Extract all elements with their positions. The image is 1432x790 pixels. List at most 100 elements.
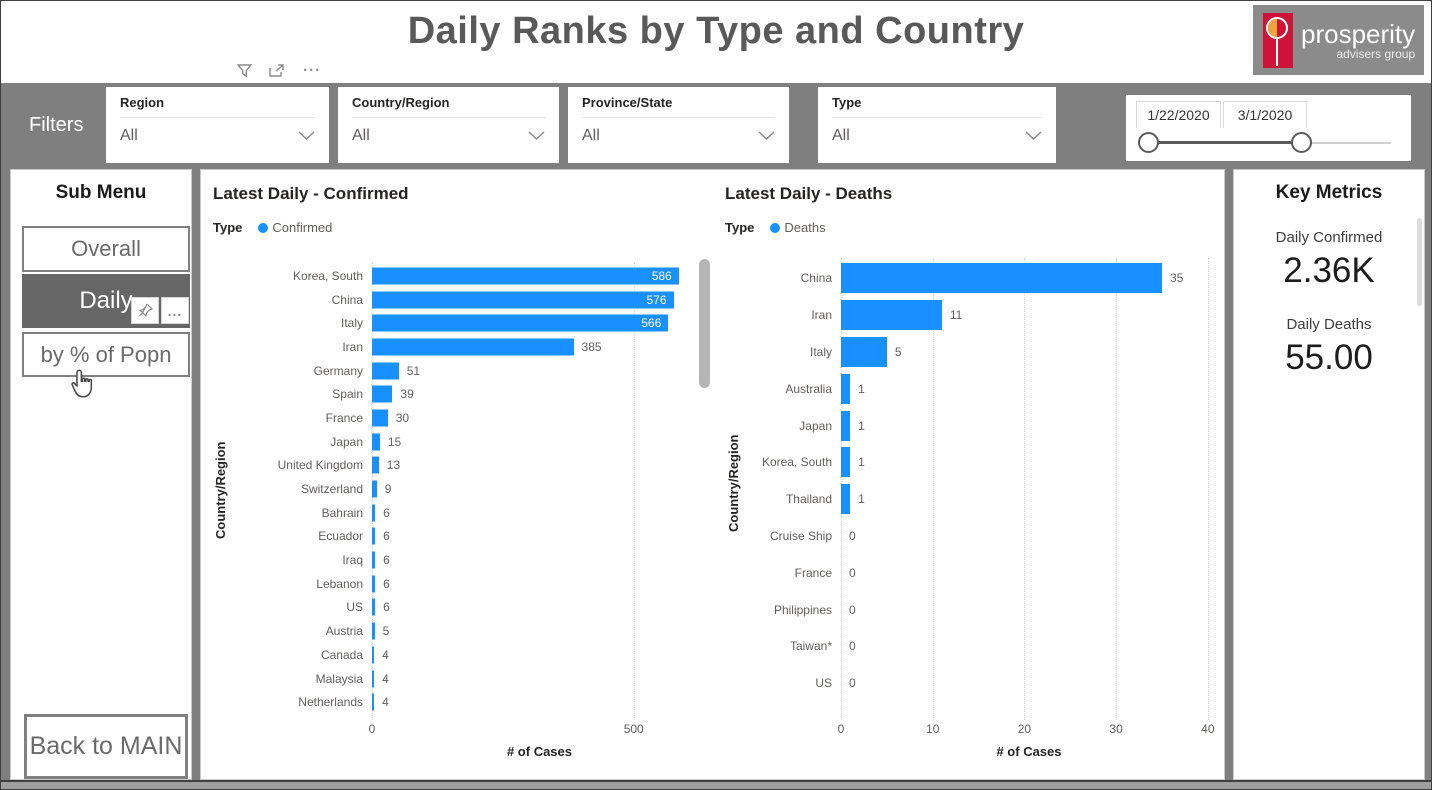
bar-row[interactable]: Italy 5 (713, 334, 1217, 371)
country-filter-select[interactable]: All (352, 127, 545, 145)
category-label: Ecuador (318, 529, 363, 544)
chart-scrollbar[interactable] (699, 259, 710, 388)
bar[interactable] (841, 410, 851, 441)
province-filter-value: All (582, 127, 600, 144)
value-label: 6 (383, 529, 390, 544)
more-options-icon[interactable]: ... (161, 297, 189, 324)
bar-row[interactable]: Thailand 1 (713, 481, 1217, 518)
chevron-down-icon[interactable] (1025, 127, 1042, 145)
category-label: China (331, 292, 363, 307)
bar-row[interactable]: France 30 (201, 406, 707, 430)
submenu-item-overall[interactable]: Overall (22, 226, 190, 272)
bar[interactable] (372, 314, 669, 332)
bar-row[interactable]: China 35 (713, 260, 1217, 297)
back-to-main-button[interactable]: Back to MAIN (24, 714, 188, 779)
category-label: Austria (325, 624, 363, 639)
value-label: 1 (858, 455, 865, 470)
bar[interactable] (372, 527, 376, 545)
bar[interactable] (372, 646, 375, 664)
bar[interactable] (841, 336, 887, 367)
more-options-icon[interactable]: ··· (303, 61, 322, 79)
bar[interactable] (372, 670, 375, 688)
bar-row[interactable]: Cruise Ship 0 (713, 518, 1217, 555)
bar[interactable] (372, 598, 376, 616)
bar-row[interactable]: Australia 1 (713, 370, 1217, 407)
value-label: 11 (949, 308, 963, 323)
bar[interactable] (372, 362, 399, 380)
bar-row[interactable]: Canada 4 (201, 643, 707, 667)
filter-icon[interactable] (236, 63, 252, 78)
bar-row[interactable]: Netherlands 4 (201, 690, 707, 714)
province-filter-select[interactable]: All (582, 127, 775, 145)
bar[interactable] (372, 291, 674, 309)
submenu-item-by-percent-popn[interactable]: by % of Popn (22, 332, 190, 377)
bar-row[interactable]: France 0 (713, 554, 1217, 591)
date-start-input[interactable]: 1/22/2020 (1136, 101, 1221, 128)
bar[interactable] (841, 447, 851, 478)
x-tick-label: 10 (926, 722, 940, 736)
value-label: 39 (400, 387, 414, 402)
slider-track[interactable] (1301, 142, 1391, 144)
chevron-down-icon[interactable] (298, 127, 315, 145)
bar-row[interactable]: Malaysia 4 (201, 667, 707, 691)
bar-row[interactable]: US 0 (713, 665, 1217, 702)
bar[interactable] (372, 551, 376, 569)
bar[interactable] (372, 409, 388, 427)
pin-icon[interactable] (131, 297, 159, 324)
legend-item[interactable]: Deaths (784, 220, 826, 235)
chevron-down-icon[interactable] (528, 127, 545, 145)
category-label: China (800, 271, 832, 286)
bar[interactable] (372, 433, 380, 451)
bar[interactable] (841, 263, 1162, 294)
bar[interactable] (372, 480, 377, 498)
chevron-down-icon[interactable] (758, 127, 775, 145)
legend-item[interactable]: Confirmed (272, 220, 333, 235)
bar-row[interactable]: Italy 566 (201, 311, 707, 335)
bar-row[interactable]: Ecuador 6 (201, 525, 707, 549)
bar-row[interactable]: China 576 (201, 288, 707, 312)
country-filter: Country/Region All (338, 87, 559, 163)
bar-row[interactable]: Japan 1 (713, 407, 1217, 444)
value-label: 576 (646, 292, 667, 307)
bar-row[interactable]: Taiwan* 0 (713, 628, 1217, 665)
slider-track-active[interactable] (1148, 141, 1301, 144)
bar[interactable] (372, 575, 376, 593)
type-filter-select[interactable]: All (832, 127, 1042, 145)
bar-row[interactable]: United Kingdom 13 (201, 454, 707, 478)
bar[interactable] (372, 693, 375, 711)
bar-row[interactable]: Iran 385 (201, 335, 707, 359)
bar[interactable] (841, 484, 851, 515)
bar-row[interactable]: Bahrain 6 (201, 501, 707, 525)
value-label: 4 (382, 671, 389, 686)
bar-row[interactable]: Japan 15 (201, 430, 707, 454)
country-filter-label: Country/Region (352, 95, 450, 110)
panel-scrollbar[interactable] (1417, 218, 1422, 306)
slider-handle-start[interactable] (1138, 132, 1159, 153)
bar-row[interactable]: Austria 5 (201, 619, 707, 643)
focus-mode-icon[interactable] (269, 63, 285, 78)
bar[interactable] (372, 504, 376, 522)
bar[interactable] (372, 456, 379, 474)
category-label: Malaysia (315, 671, 363, 686)
bar-row[interactable]: Switzerland 9 (201, 477, 707, 501)
date-end-input[interactable]: 3/1/2020 (1223, 101, 1307, 128)
bar[interactable] (841, 373, 851, 404)
value-label: 35 (1169, 271, 1184, 286)
bar-row[interactable]: Iraq 6 (201, 548, 707, 572)
bar-row[interactable]: Korea, South 1 (713, 444, 1217, 481)
slider-handle-end[interactable] (1291, 132, 1312, 153)
x-axis-title: # of Cases (996, 744, 1062, 759)
bar-row[interactable]: Spain 39 (201, 382, 707, 406)
bar-row[interactable]: Germany 51 (201, 359, 707, 383)
region-filter-select[interactable]: All (120, 127, 315, 145)
bar[interactable] (372, 622, 375, 640)
bar-row[interactable]: Philippines 0 (713, 591, 1217, 628)
bar-row[interactable]: Korea, South 586 (201, 264, 707, 288)
bar-row[interactable]: US 6 (201, 596, 707, 620)
bar[interactable] (372, 267, 679, 285)
bar[interactable] (372, 385, 393, 403)
bar-row[interactable]: Lebanon 6 (201, 572, 707, 596)
bar[interactable] (841, 300, 942, 331)
bar-row[interactable]: Iran 11 (713, 297, 1217, 334)
bar[interactable] (372, 338, 574, 356)
